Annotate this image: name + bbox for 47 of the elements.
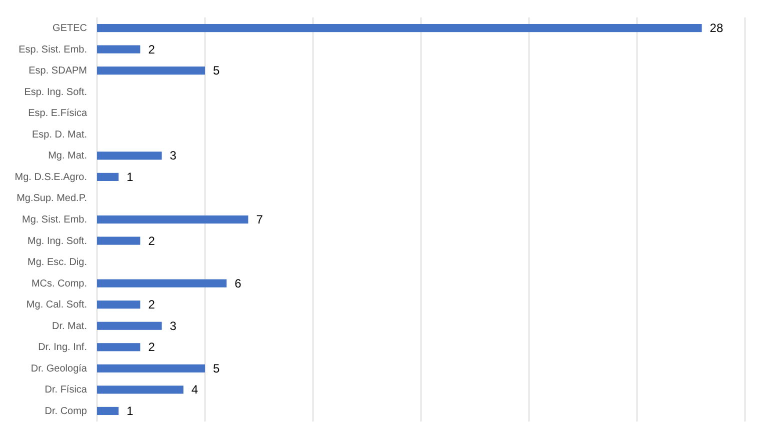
data-label: 7 <box>256 212 264 226</box>
y-tick-label: Esp. Ing. Soft. <box>24 86 87 98</box>
data-label: 5 <box>213 361 220 376</box>
bar <box>97 236 140 245</box>
y-tick-label: Mg. Cal. Soft. <box>26 299 87 310</box>
bar <box>97 172 119 181</box>
y-tick-label: Mg.Sup. Med.P. <box>16 192 87 204</box>
y-tick-label: Mg. Mat. <box>48 150 87 162</box>
bar <box>97 386 184 394</box>
y-tick-label: Dr. Física <box>44 384 88 396</box>
y-tick-label: Dr. Ing. Inf. <box>38 342 87 353</box>
bar <box>97 152 162 160</box>
data-label: 2 <box>148 42 156 56</box>
data-label: 2 <box>148 340 156 354</box>
bar <box>97 300 140 309</box>
y-tick-label: Mg. Ing. Soft. <box>28 235 87 246</box>
y-tick-label: Mg. D.S.E.Agro. <box>14 171 87 182</box>
bar <box>97 24 702 32</box>
y-tick-label: Esp. D. Mat. <box>32 128 87 140</box>
bar <box>97 66 205 75</box>
y-tick-label: GETEC <box>52 22 87 34</box>
bar <box>97 279 227 288</box>
data-label: 6 <box>234 276 242 290</box>
data-label: 1 <box>126 404 134 418</box>
y-tick-label: Esp. E.Física <box>28 108 88 119</box>
bar <box>97 343 140 352</box>
data-label: 4 <box>191 382 198 397</box>
y-tick-label: Esp. SDAPM <box>28 65 87 76</box>
data-label: 5 <box>213 64 220 78</box>
bar <box>97 364 205 372</box>
data-label: 1 <box>126 170 134 184</box>
bar <box>97 406 119 416</box>
data-label: 3 <box>170 318 177 333</box>
y-tick-label: Dr. Comp <box>44 405 88 416</box>
bar <box>97 215 248 224</box>
bar <box>97 322 162 330</box>
y-tick-label: Dr. Mat. <box>52 320 87 332</box>
data-label: 3 <box>170 148 177 163</box>
data-label: 2 <box>148 298 156 312</box>
bar <box>97 45 140 54</box>
data-label: 28 <box>710 21 724 36</box>
y-tick-label: Esp. Sist. Emb. <box>18 44 87 55</box>
y-tick-label: Mg. Sist. Emb. <box>22 214 87 225</box>
y-tick-label: Dr. Geología <box>30 362 88 374</box>
y-tick-label: MCs. Comp. <box>31 278 87 289</box>
data-label: 2 <box>148 234 156 248</box>
y-tick-label: Mg. Esc. Dig. <box>28 256 87 268</box>
